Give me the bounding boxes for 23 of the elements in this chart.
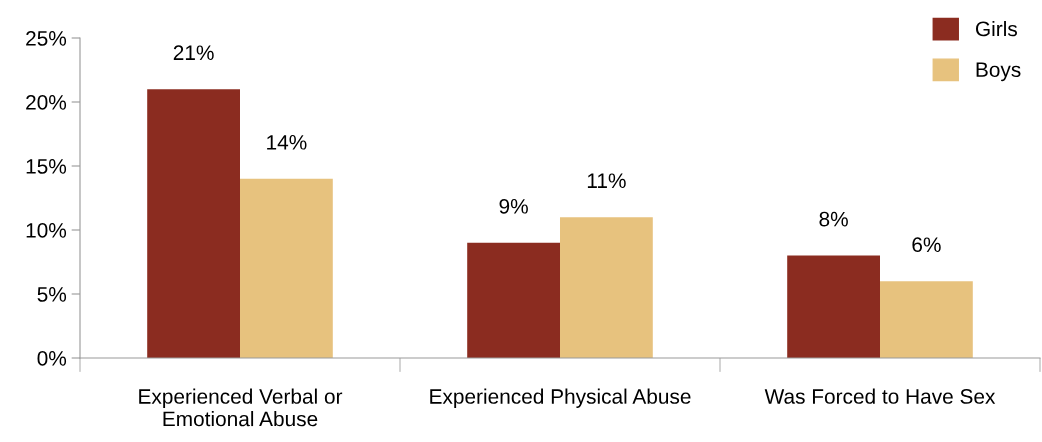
y-tick-label: 15% [26,159,67,174]
bar [880,281,973,358]
bar [240,178,333,358]
bar [147,89,240,358]
legend-label: Boys [976,62,1021,82]
legend-label: Girls [975,20,1017,37]
y-tick-label: 20% [26,95,67,110]
y-tick-label: 0% [37,351,67,366]
y-tick-label: 10% [26,223,67,238]
data-label: 14% [267,135,307,150]
bar [467,242,560,358]
x-tick-label: Experienced Verbal or Emotional Abuse [139,388,343,427]
data-label: 8% [819,211,848,227]
data-label: 9% [499,198,528,214]
x-tick-label: Experienced Physical Abuse [430,388,691,408]
data-label: 11% [587,173,626,188]
bar [560,217,653,358]
data-label: 6% [912,237,941,253]
x-tick-label: Was Forced to Have Sex [764,388,996,404]
bar [787,255,880,358]
data-label: 21% [173,45,214,60]
y-tick-label: 25% [26,31,67,46]
y-tick-label: 5% [37,287,67,302]
